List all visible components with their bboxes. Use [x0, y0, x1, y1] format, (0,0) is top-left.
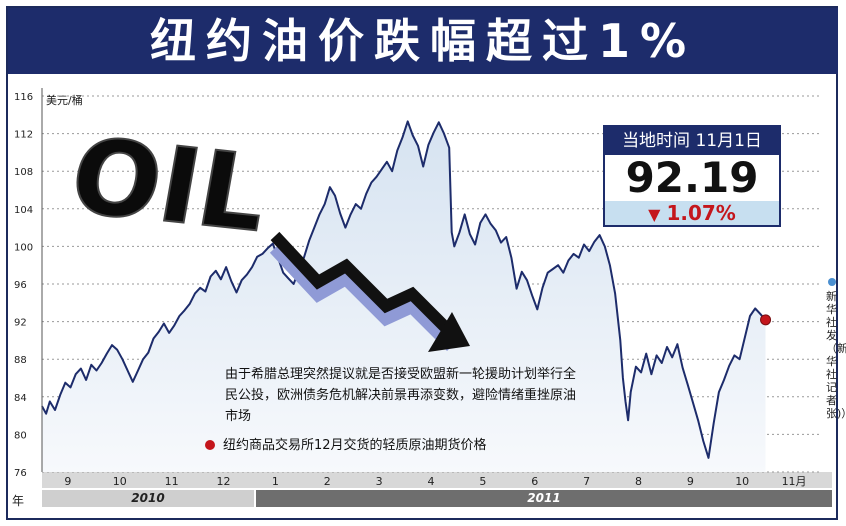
year-label-2011: 2011	[256, 490, 832, 507]
month-axis-band	[42, 472, 832, 488]
oil-graphic: OIL	[62, 115, 276, 256]
down-triangle-icon: ▼	[648, 205, 661, 224]
trend-arrow-shadow	[269, 243, 457, 351]
annotation-text: 由于希腊总理突然提议就是否接受欧盟新一轮援助计划举行全民公投，欧洲债务危机解决前…	[225, 367, 577, 424]
trend-arrow-head	[428, 312, 470, 352]
y-tick-label: 88	[14, 355, 27, 366]
x-tick-label: 2	[324, 475, 331, 488]
x-tick-label: 9	[64, 475, 71, 488]
y-tick-label: 104	[14, 205, 33, 216]
y-tick-label: 96	[14, 280, 27, 291]
source-dot-icon	[828, 278, 836, 286]
x-tick-label: 10	[113, 475, 127, 488]
legend-marker-icon	[205, 440, 215, 450]
year-prefix: 年	[12, 494, 25, 508]
info-change-row: ▼ 1.07%	[605, 201, 779, 225]
x-tick-label: 6	[531, 475, 538, 488]
x-tick-label: 8	[635, 475, 642, 488]
info-change: 1.07%	[666, 201, 736, 225]
y-tick-label: 80	[14, 430, 27, 441]
chart-title: 纽约油价跌幅超过1%	[149, 14, 697, 68]
last-price-marker	[760, 314, 772, 326]
legend-label: 纽约商品交易所12月交货的轻质原油期货价格	[223, 438, 487, 453]
y-tick-label: 84	[14, 393, 27, 404]
source-credit: 新华社发（新华社记者 张)）	[826, 290, 846, 420]
x-tick-label: 12	[217, 475, 231, 488]
y-axis-unit: 美元/桶	[46, 94, 83, 107]
x-tick-label: 1	[272, 475, 279, 488]
info-price: 92.19	[625, 153, 759, 202]
y-tick-label: 108	[14, 167, 33, 178]
legend: 纽约商品交易所12月交货的轻质原油期货价格	[205, 434, 487, 453]
x-tick-label: 9	[687, 475, 694, 488]
series-line	[41, 120, 767, 459]
x-tick-label: 3	[376, 475, 383, 488]
y-tick-label: 76	[14, 468, 27, 479]
x-tick-label: 5	[479, 475, 486, 488]
trend-arrow-body	[270, 231, 457, 339]
y-tick-label: 112	[14, 130, 33, 141]
x-tick-label: 4	[428, 475, 435, 488]
y-tick-label: 116	[14, 92, 33, 103]
y-tick-label: 100	[14, 242, 33, 253]
info-date: 当地时间 11月1日	[605, 127, 779, 155]
price-info-box: 当地时间 11月1日 92.19 ▼ 1.07%	[603, 125, 781, 227]
x-tick-label: 10	[735, 475, 749, 488]
year-label-2010: 2010	[42, 490, 254, 507]
y-tick-label: 92	[14, 318, 27, 329]
title-bar: 纽约油价跌幅超过1%	[8, 8, 838, 74]
x-tick-label: 11	[165, 475, 179, 488]
x-tick-label: 7	[583, 475, 590, 488]
x-tick-label: 11月	[782, 475, 807, 488]
